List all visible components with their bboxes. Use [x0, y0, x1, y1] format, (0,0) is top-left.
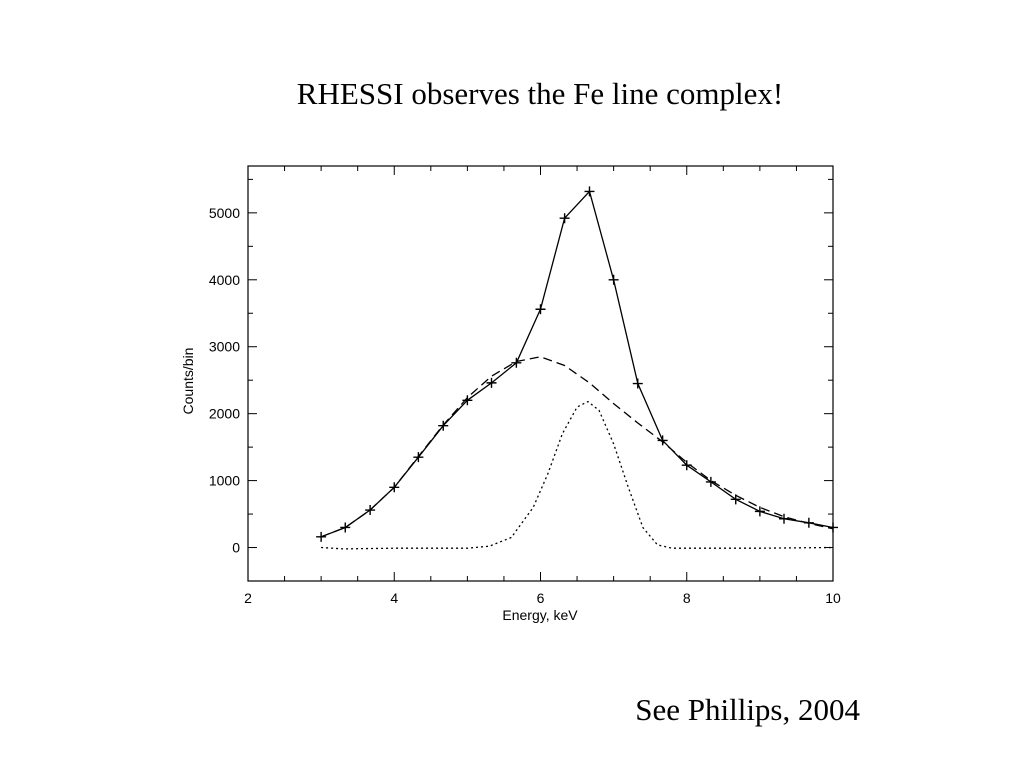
series-line-1-solid	[320, 190, 834, 538]
series-layer	[316, 186, 838, 550]
data-point-marker	[511, 357, 522, 368]
data-point-marker	[779, 513, 790, 524]
data-point-marker	[608, 274, 619, 285]
slide-title: RHESSI observes the Fe line complex!	[296, 76, 784, 111]
data-point-marker	[754, 506, 765, 517]
y-tick-label: 0	[232, 540, 240, 556]
plot-frame	[247, 165, 834, 582]
data-point-marker	[584, 186, 595, 197]
x-tick-label: 2	[244, 590, 252, 606]
x-tick-label: 6	[537, 590, 545, 606]
y-tick-label: 1000	[209, 473, 240, 489]
axis-tick-labels: 2 4 6 8 10 0 1000 2000 3000 4000 5000	[209, 205, 841, 606]
x-tick-label: 8	[683, 590, 691, 606]
x-tick-label: 10	[825, 590, 841, 606]
data-point-marker	[535, 304, 546, 315]
data-point-marker	[559, 213, 570, 224]
citation: See Phillips, 2004	[635, 692, 860, 727]
x-axis-label: Energy, keV	[502, 607, 578, 623]
y-tick-label: 4000	[209, 272, 240, 288]
y-axis-label: Counts/bin	[180, 348, 196, 415]
y-tick-label: 2000	[209, 406, 240, 422]
series-line-3-dotted	[321, 400, 834, 550]
axis-ticks	[247, 166, 834, 582]
y-tick-label: 5000	[209, 205, 240, 221]
data-point-marker	[657, 435, 668, 446]
data-point-marker	[730, 494, 741, 505]
data-point-marker	[486, 377, 497, 388]
y-tick-label: 3000	[209, 339, 240, 355]
data-point-marker	[462, 395, 473, 406]
x-tick-label: 4	[390, 590, 398, 606]
data-point-marker	[340, 522, 351, 533]
data-point-marker	[632, 378, 643, 389]
